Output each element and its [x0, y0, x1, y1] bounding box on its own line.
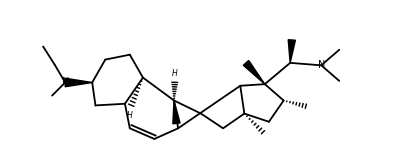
Polygon shape: [243, 61, 264, 84]
Polygon shape: [172, 100, 180, 124]
Text: N: N: [317, 60, 324, 70]
Polygon shape: [288, 40, 295, 63]
Text: N: N: [61, 77, 69, 87]
Text: H: H: [172, 69, 177, 78]
Polygon shape: [65, 78, 92, 87]
Text: H: H: [127, 111, 132, 120]
